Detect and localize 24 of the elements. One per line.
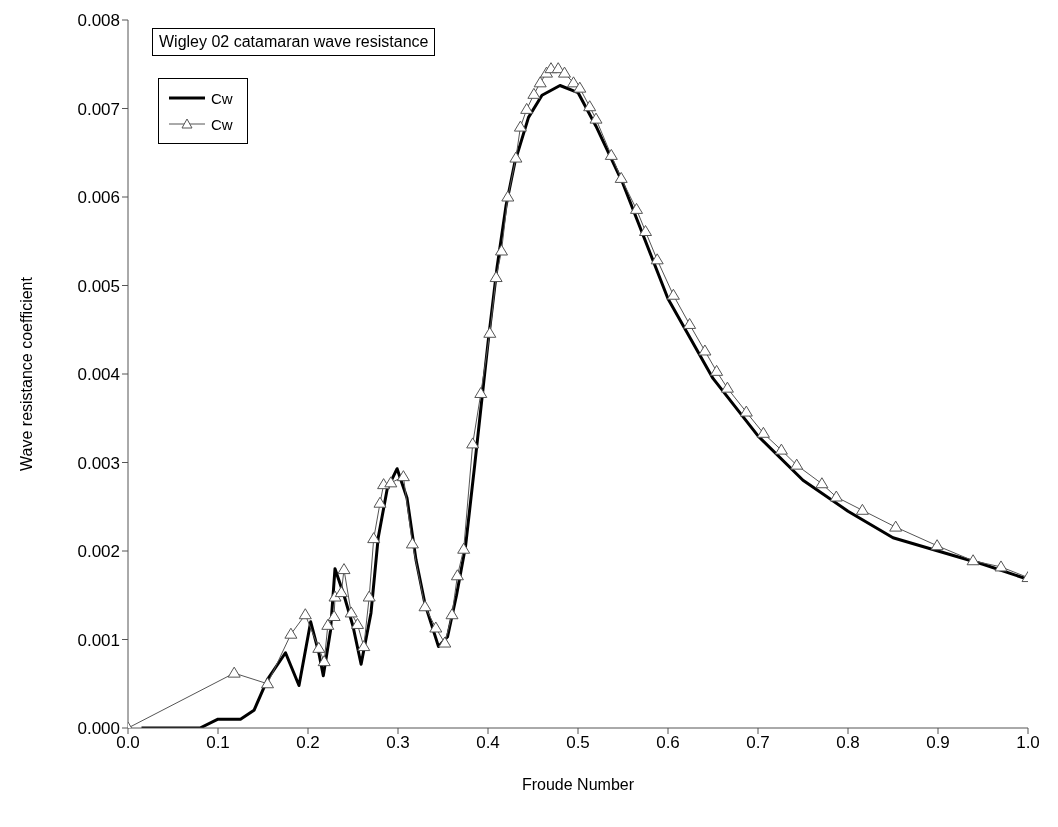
y-tick-label: 0.005 <box>77 276 120 296</box>
x-tick-label: 0.7 <box>746 733 770 753</box>
x-tick-label: 0.2 <box>296 733 320 753</box>
y-tick-label: 0.004 <box>77 365 120 385</box>
legend-label: Cw <box>211 115 233 133</box>
y-axis-title: Wave resistance coefficient <box>17 276 35 471</box>
x-tick-label: 0.5 <box>566 733 590 753</box>
x-tick-label: 0.1 <box>206 733 230 753</box>
text: Wigley 02 catamaran wave resistance <box>152 28 436 56</box>
legend-label: Cw <box>211 89 233 107</box>
x-tick-label: 0.0 <box>116 733 140 753</box>
x-tick-label: 0.9 <box>926 733 950 753</box>
y-tick-label: 0.001 <box>77 630 120 650</box>
x-tick-label: 0.6 <box>656 733 680 753</box>
x-axis-title: Froude Number <box>521 776 635 793</box>
x-tick-label: 0.8 <box>836 733 860 753</box>
y-tick-label: 0.003 <box>77 453 120 473</box>
x-tick-label: 0.4 <box>476 733 500 753</box>
x-tick-label: 1.0 <box>1016 733 1040 753</box>
y-tick-label: 0.008 <box>77 11 120 31</box>
y-tick-label: 0.006 <box>77 188 120 208</box>
x-tick-label: 0.3 <box>386 733 410 753</box>
y-tick-label: 0.007 <box>77 99 120 119</box>
y-tick-label: 0.002 <box>77 542 120 562</box>
